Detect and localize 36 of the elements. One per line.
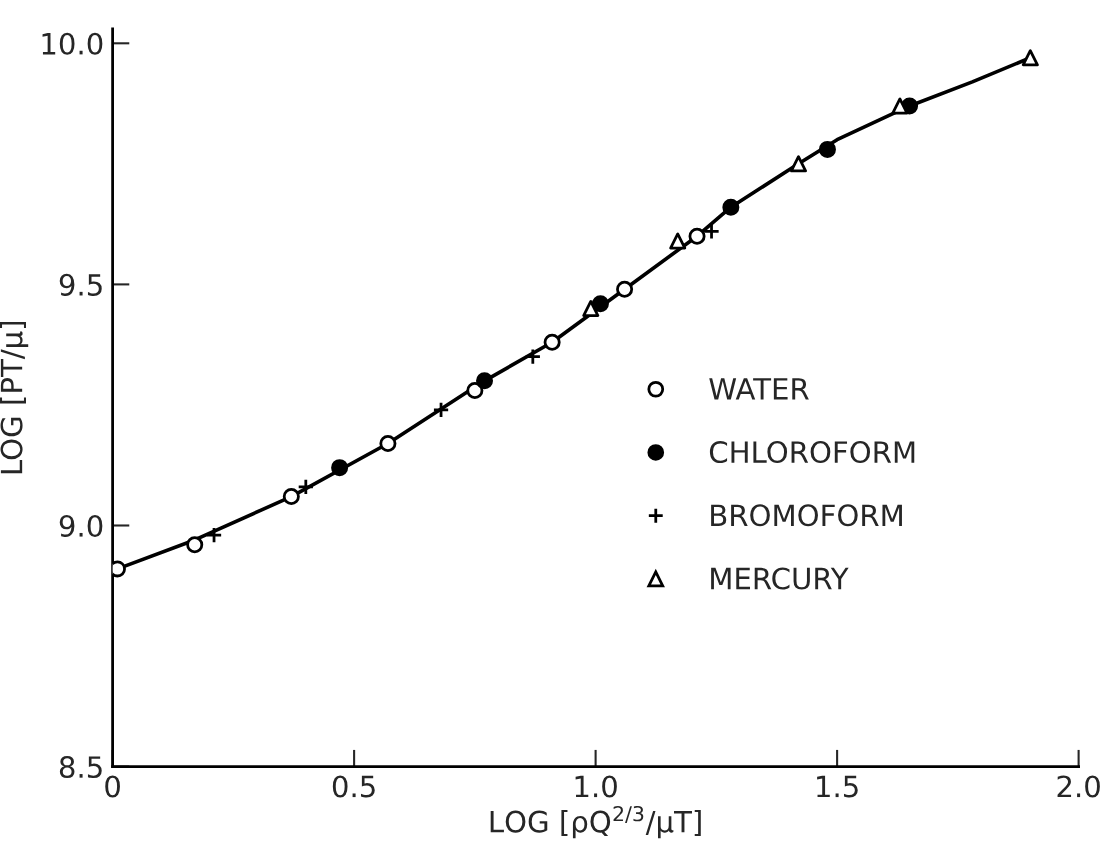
x-axis-title: LOG [ρQ$^{2/3}$/μT] (490, 805, 701, 839)
point (524, 348, 542, 366)
point (591, 295, 609, 313)
point (205, 526, 223, 544)
point (297, 478, 315, 496)
y-tick-label: 10.0 (42, 32, 103, 55)
y-tick-label: 8.5 (59, 756, 102, 779)
point (379, 435, 397, 453)
point (466, 381, 484, 399)
point (789, 155, 807, 173)
point (331, 459, 349, 477)
legend-label: BROMOFORM (711, 504, 902, 527)
point (818, 140, 836, 158)
x-tick-label: 0.5 (332, 775, 375, 798)
y-axis-title: LOG [PT/μ] (0, 321, 29, 474)
point (476, 372, 494, 390)
point (432, 401, 450, 419)
point (186, 536, 204, 554)
point (616, 280, 634, 298)
x-tick-label: 2.0 (1057, 775, 1100, 798)
point (891, 97, 909, 115)
point (543, 333, 561, 351)
point (1021, 49, 1039, 67)
legend-label: MERCURY (711, 567, 849, 590)
x-tick-label: 1.0 (575, 775, 617, 798)
point (282, 488, 300, 506)
legend-label: CHLOROFORM (709, 441, 915, 464)
legend-label: WATER (709, 378, 809, 400)
x-tick-label: 1.5 (817, 775, 858, 798)
y-tick-label: 9.0 (59, 514, 103, 537)
y-tick-label: 9.5 (59, 273, 102, 296)
point (722, 198, 740, 216)
point (582, 300, 600, 318)
point (669, 232, 687, 250)
point (688, 227, 706, 245)
x-tick-label: 0 (105, 775, 120, 798)
